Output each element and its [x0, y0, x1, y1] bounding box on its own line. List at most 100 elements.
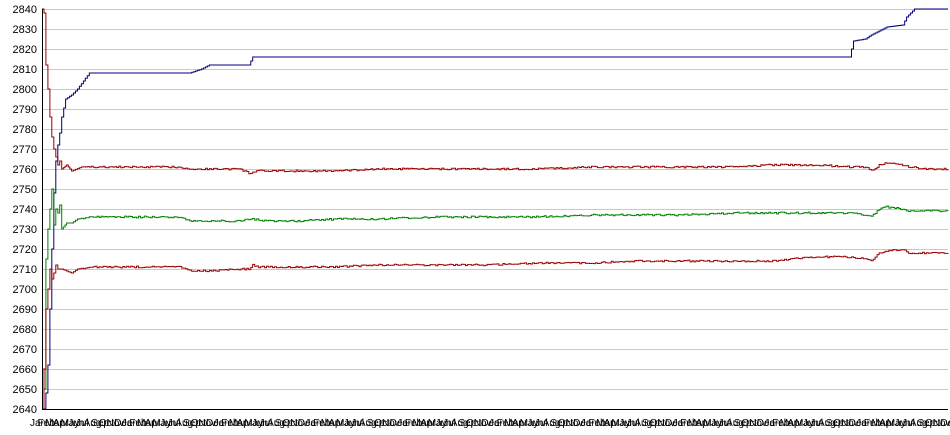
y-tick-label: 2800 — [13, 84, 37, 96]
y-tick-label: 2750 — [13, 184, 37, 196]
x-tick-label: Mar — [780, 418, 798, 429]
x-tick-label: Aug — [267, 418, 285, 429]
x-tick-label: Jul — [260, 418, 273, 429]
x-tick-label: Jun — [68, 418, 84, 429]
x-tick-label: Feb — [864, 418, 882, 429]
x-tick-label: May — [61, 418, 80, 429]
x-tick-label: Nov — [566, 418, 584, 429]
x-tick-label: Aug — [726, 418, 744, 429]
x-tick-label: Sep — [183, 418, 201, 429]
x-tick-label: Oct — [742, 418, 758, 429]
x-tick-label: Dec — [757, 418, 775, 429]
x-tick-label: Aug — [451, 418, 469, 429]
x-tick-label: Oct — [558, 418, 574, 429]
x-tick-label: Jan — [489, 418, 505, 429]
x-tick-label: Oct — [650, 418, 666, 429]
y-tick-label: 2740 — [13, 204, 37, 216]
x-tick-label: Dec — [390, 418, 408, 429]
x-tick-label: Jan — [305, 418, 321, 429]
y-tick-label: 2710 — [13, 264, 37, 276]
x-tick-label: Mar — [229, 418, 247, 429]
x-tick-label: Aug — [84, 418, 102, 429]
x-tick-label: Mar — [321, 418, 339, 429]
x-tick-label: Nov — [474, 418, 492, 429]
x-tick-label: Jun — [527, 418, 543, 429]
x-tick-label: Sep — [917, 418, 935, 429]
x-tick-label: Sep — [458, 418, 476, 429]
x-tick-label: Sep — [826, 418, 844, 429]
x-tick-label: Apr — [420, 418, 436, 429]
x-tick-label: Mar — [45, 418, 63, 429]
series-line-mid — [42, 188, 949, 390]
y-tick-label: 2660 — [13, 364, 37, 376]
x-tick-label: Mar — [137, 418, 155, 429]
x-tick-label: Oct — [925, 418, 941, 429]
x-tick-label: Jun — [344, 418, 360, 429]
x-tick-label: Oct — [374, 418, 390, 429]
x-tick-label: Nov — [382, 418, 400, 429]
x-tick-label: Oct — [833, 418, 849, 429]
x-tick-label: Jul — [76, 418, 89, 429]
x-tick-label: Dec — [665, 418, 683, 429]
x-tick-label: May — [336, 418, 355, 429]
x-tick-label: Jun — [436, 418, 452, 429]
x-tick-label: Jul — [719, 418, 732, 429]
x-tick-label: Jan — [581, 418, 597, 429]
x-tick-label: Feb — [589, 418, 607, 429]
x-tick-label: Apr — [145, 418, 161, 429]
x-tick-label: Feb — [680, 418, 698, 429]
x-tick-label: Jul — [168, 418, 181, 429]
y-tick-label: 2790 — [13, 104, 37, 116]
x-tick-label: Dec — [940, 418, 950, 429]
x-tick-label: Dec — [573, 418, 591, 429]
x-tick-label: Jul — [810, 418, 823, 429]
x-tick-label: Feb — [129, 418, 147, 429]
y-tick-label: 2770 — [13, 144, 37, 156]
x-tick-label: Dec — [481, 418, 499, 429]
x-tick-label: Jan — [30, 418, 46, 429]
x-tick-label: May — [152, 418, 171, 429]
x-tick-label: Feb — [497, 418, 515, 429]
x-tick-label: May — [611, 418, 630, 429]
x-tick-label: Nov — [749, 418, 767, 429]
x-tick-label: Jun — [619, 418, 635, 429]
x-tick-label: Jan — [397, 418, 413, 429]
x-tick-label: Nov — [841, 418, 859, 429]
x-tick-label: Aug — [175, 418, 193, 429]
x-tick-label: May — [520, 418, 539, 429]
x-tick-label: Nov — [657, 418, 675, 429]
y-tick-label: 2730 — [13, 224, 37, 236]
x-tick-label: Dec — [298, 418, 316, 429]
y-tick-label: 2670 — [13, 344, 37, 356]
y-tick-label: 2680 — [13, 324, 37, 336]
x-tick-label: Jul — [535, 418, 548, 429]
y-tick-label: 2780 — [13, 124, 37, 136]
x-tick-label: Apr — [696, 418, 712, 429]
x-tick-label: Mar — [688, 418, 706, 429]
x-tick-label: Apr — [879, 418, 895, 429]
x-tick-label: Sep — [91, 418, 109, 429]
x-tick-label: Jul — [902, 418, 915, 429]
x-tick-label: Feb — [405, 418, 423, 429]
y-tick-label: 2820 — [13, 44, 37, 56]
x-tick-label: Jul — [351, 418, 364, 429]
x-tick-label: Apr — [237, 418, 253, 429]
x-tick-label: Feb — [38, 418, 56, 429]
series-line-lower — [42, 249, 949, 410]
x-tick-label: Mar — [872, 418, 890, 429]
y-tick-label: 2690 — [13, 304, 37, 316]
x-tick-label: Jun — [160, 418, 176, 429]
x-tick-label: Jan — [673, 418, 689, 429]
x-tick-label: Sep — [550, 418, 568, 429]
x-tick-label: Jun — [711, 418, 727, 429]
series-line-upper — [42, 8, 949, 175]
x-tick-label: Aug — [910, 418, 928, 429]
x-tick-label: Aug — [634, 418, 652, 429]
y-axis-tick-labels: 2640 2650 2660 2670 2680 2690 2700 2710 2720 2730… — [13, 4, 37, 416]
y-tick-label: 2830 — [13, 24, 37, 36]
y-tick-label: 2840 — [13, 4, 37, 16]
x-tick-label: Feb — [221, 418, 239, 429]
x-tick-label: Apr — [328, 418, 344, 429]
x-tick-label: Jul — [627, 418, 640, 429]
